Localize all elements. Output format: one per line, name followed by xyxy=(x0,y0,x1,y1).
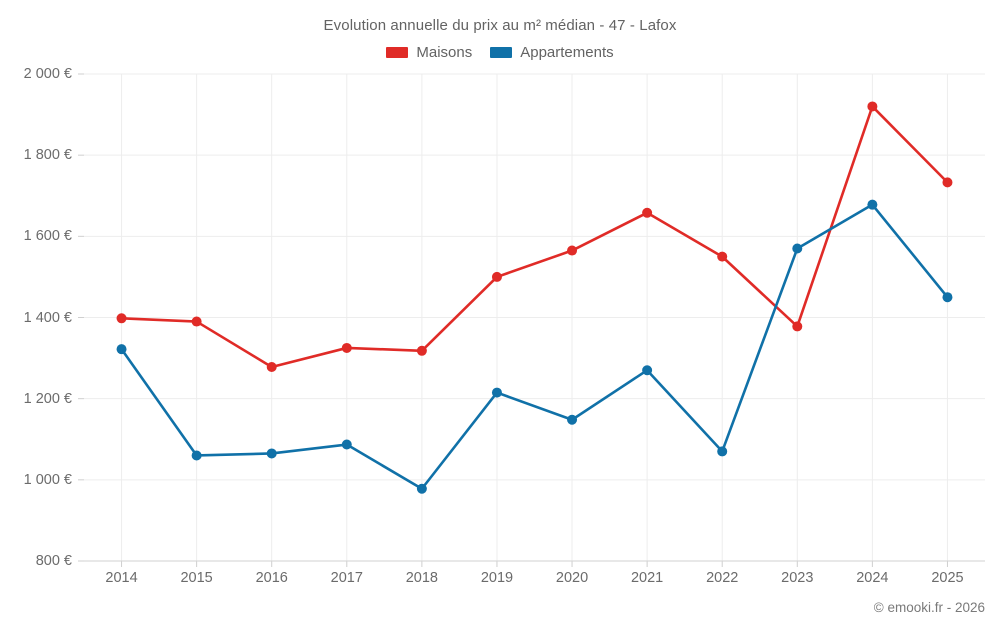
y-axis-tick-label: 1 200 € xyxy=(23,390,72,407)
data-point[interactable] xyxy=(792,321,803,332)
x-axis-tick-label: 2020 xyxy=(555,570,589,586)
legend-label-appartements: Appartements xyxy=(520,44,614,61)
data-point[interactable] xyxy=(416,483,427,494)
series-line-maisons[interactable] xyxy=(120,105,949,369)
x-axis-tick-label: 2014 xyxy=(105,570,138,586)
data-point[interactable] xyxy=(642,365,653,376)
y-axis-tick-label: 1 400 € xyxy=(23,309,72,326)
data-point[interactable] xyxy=(191,316,202,327)
x-axis-tick-label: 2017 xyxy=(330,570,363,586)
data-point[interactable] xyxy=(491,271,502,282)
x-axis-tick-label: 2019 xyxy=(480,570,514,586)
x-axis-tick-label: 2023 xyxy=(781,570,814,586)
y-axis-tick-label: 1 600 € xyxy=(23,228,72,245)
data-point[interactable] xyxy=(341,342,352,353)
y-axis-tick-label: 2 000 € xyxy=(23,66,72,82)
data-point[interactable] xyxy=(416,345,427,356)
x-axis-tick-label: 2021 xyxy=(630,570,664,586)
legend-item-appartements[interactable]: Appartements xyxy=(490,44,614,61)
y-axis: 800 € 1 000 € 1 200 € 1 400 € 1 600 € 1 800 €… xyxy=(0,0,84,625)
credit-text: © emooki.fr - 2026 xyxy=(873,600,985,615)
data-point[interactable] xyxy=(266,448,277,459)
legend-item-maisons[interactable]: Maisons xyxy=(386,44,472,61)
data-point[interactable] xyxy=(191,450,202,461)
data-point[interactable] xyxy=(266,362,277,373)
y-axis-tick-label: 800 € xyxy=(35,553,72,569)
data-point[interactable] xyxy=(717,446,728,457)
data-point[interactable] xyxy=(867,199,878,210)
chart-legend: Maisons Appartements xyxy=(0,44,1000,61)
data-point[interactable] xyxy=(867,101,878,112)
x-axis-tick-label: 2025 xyxy=(931,570,964,586)
y-axis-tick-label: 1 800 € xyxy=(23,147,72,164)
data-point[interactable] xyxy=(341,439,352,450)
legend-label-maisons: Maisons xyxy=(416,44,473,61)
series-line-appartements[interactable] xyxy=(120,203,949,491)
data-point[interactable] xyxy=(717,251,728,262)
x-axis-tick-label: 2015 xyxy=(180,570,213,586)
x-axis-tick-label: 2024 xyxy=(856,570,889,586)
x-axis-tick-label: 2022 xyxy=(706,570,739,586)
data-point[interactable] xyxy=(567,245,578,256)
x-axis-tick-label: 2016 xyxy=(255,570,288,586)
data-point[interactable] xyxy=(567,414,578,425)
data-point[interactable] xyxy=(116,344,127,355)
data-point[interactable] xyxy=(642,207,653,218)
y-axis-tick-label: 1 000 € xyxy=(23,471,72,488)
chart-title: Evolution annuelle du prix au m² médian … xyxy=(323,17,677,34)
data-point[interactable] xyxy=(491,387,502,398)
x-axis-tick-label: 2018 xyxy=(405,570,439,586)
data-point[interactable] xyxy=(942,292,953,303)
data-point[interactable] xyxy=(116,313,127,324)
data-point[interactable] xyxy=(942,177,953,188)
legend-swatch-appartements xyxy=(490,47,513,58)
data-point[interactable] xyxy=(792,243,803,254)
legend-swatch-maisons xyxy=(386,47,409,58)
